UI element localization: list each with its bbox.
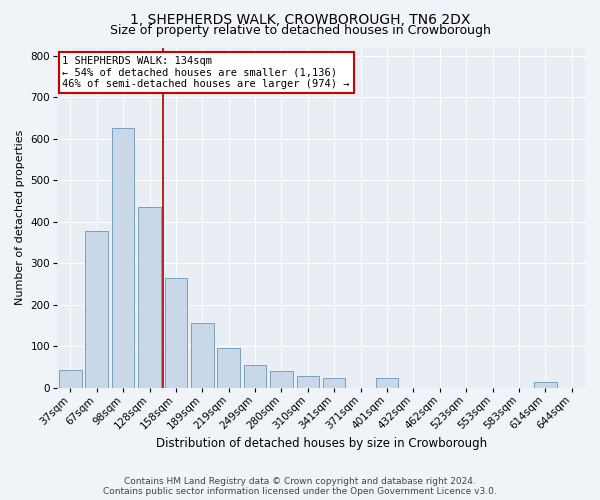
Bar <box>534 382 557 388</box>
Bar <box>244 365 266 388</box>
Bar <box>270 371 293 388</box>
Text: 1 SHEPHERDS WALK: 134sqm
← 54% of detached houses are smaller (1,136)
46% of sem: 1 SHEPHERDS WALK: 134sqm ← 54% of detach… <box>62 56 350 89</box>
Text: Size of property relative to detached houses in Crowborough: Size of property relative to detached ho… <box>110 24 490 37</box>
Bar <box>164 278 187 388</box>
Bar <box>191 324 214 388</box>
Bar <box>112 128 134 388</box>
X-axis label: Distribution of detached houses by size in Crowborough: Distribution of detached houses by size … <box>155 437 487 450</box>
Y-axis label: Number of detached properties: Number of detached properties <box>15 130 25 306</box>
Bar <box>323 378 346 388</box>
Bar <box>217 348 240 388</box>
Bar <box>296 376 319 388</box>
Text: Contains HM Land Registry data © Crown copyright and database right 2024.
Contai: Contains HM Land Registry data © Crown c… <box>103 476 497 496</box>
Bar <box>59 370 82 388</box>
Bar <box>376 378 398 388</box>
Bar <box>85 231 108 388</box>
Bar <box>138 207 161 388</box>
Text: 1, SHEPHERDS WALK, CROWBOROUGH, TN6 2DX: 1, SHEPHERDS WALK, CROWBOROUGH, TN6 2DX <box>130 12 470 26</box>
